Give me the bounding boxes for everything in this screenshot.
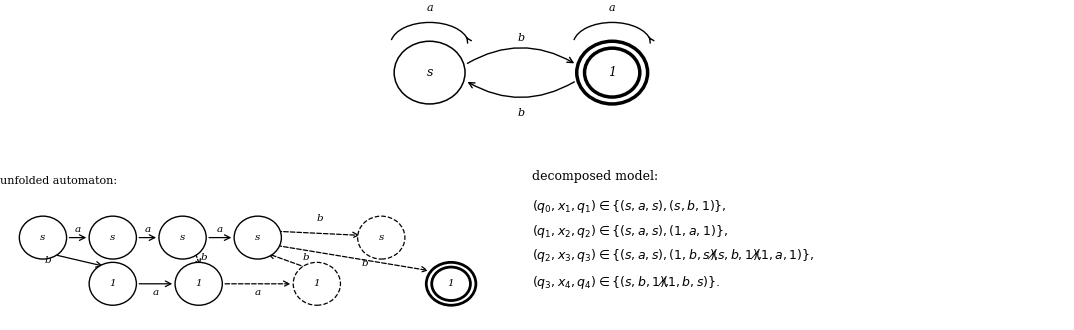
Text: a: a — [426, 3, 433, 13]
Text: s: s — [426, 66, 433, 79]
Text: a: a — [145, 225, 150, 234]
Text: 1: 1 — [110, 279, 116, 288]
Ellipse shape — [159, 216, 206, 259]
Ellipse shape — [89, 216, 136, 259]
Text: a: a — [609, 3, 615, 13]
Text: b: b — [303, 253, 309, 262]
Text: b: b — [518, 108, 524, 118]
Text: 1: 1 — [448, 279, 454, 288]
Text: $(q_2, x_3, q_3) \in \{(s, a, s), (1, b, s), \!\!\not\!\!(s, b, 1), \!\!\not\!\!: $(q_2, x_3, q_3) \in \{(s, a, s), (1, b,… — [532, 247, 814, 264]
Text: s: s — [40, 233, 46, 242]
Ellipse shape — [89, 262, 136, 305]
Ellipse shape — [577, 41, 648, 104]
Text: a: a — [255, 287, 261, 297]
Ellipse shape — [358, 216, 405, 259]
Text: s: s — [179, 233, 186, 242]
Ellipse shape — [394, 41, 465, 104]
Text: b: b — [362, 259, 368, 269]
Text: $(q_0, x_1, q_1) \in \{(s, a, s), (s, b, 1)\},$: $(q_0, x_1, q_1) \in \{(s, a, s), (s, b,… — [532, 198, 726, 215]
Text: s: s — [378, 233, 384, 242]
Text: b: b — [518, 33, 524, 43]
Text: a: a — [217, 225, 223, 234]
Text: s: s — [255, 233, 261, 242]
Ellipse shape — [293, 262, 340, 305]
Ellipse shape — [426, 262, 476, 305]
Text: b: b — [45, 256, 52, 265]
Text: 1: 1 — [195, 279, 202, 288]
Text: 1: 1 — [314, 279, 320, 288]
Text: a: a — [75, 225, 81, 234]
Text: $(q_3, x_4, q_4) \in \{(s, b, 1), \!\!\not\!\!(1, b, s)\}.$: $(q_3, x_4, q_4) \in \{(s, b, 1), \!\!\n… — [532, 274, 720, 291]
Ellipse shape — [19, 216, 67, 259]
Text: b: b — [201, 253, 207, 262]
Ellipse shape — [175, 262, 222, 305]
Text: unfolded automaton:: unfolded automaton: — [0, 177, 117, 186]
Text: 1: 1 — [608, 66, 616, 79]
Text: $(q_1, x_2, q_2) \in \{(s, a, s), (1, a, 1)\},$: $(q_1, x_2, q_2) \in \{(s, a, s), (1, a,… — [532, 222, 727, 240]
Text: b: b — [316, 214, 323, 223]
Text: s: s — [110, 233, 116, 242]
Ellipse shape — [234, 216, 281, 259]
Text: a: a — [153, 287, 159, 297]
Text: decomposed model:: decomposed model: — [532, 170, 657, 183]
